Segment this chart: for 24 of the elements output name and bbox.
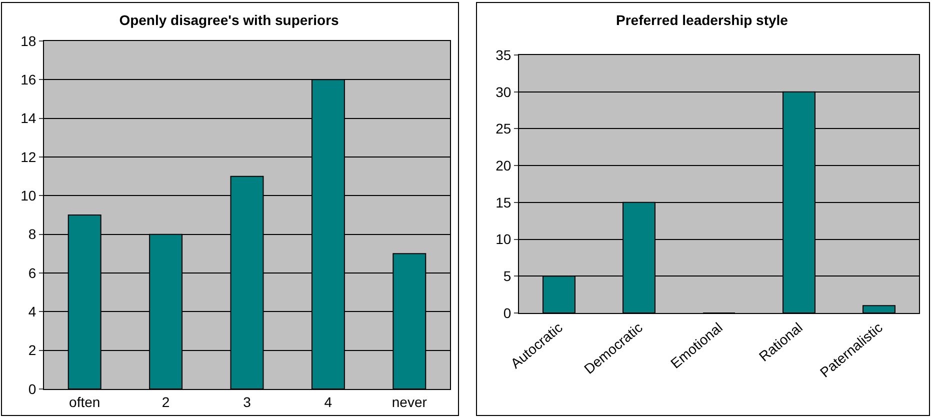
- y-tick-label: 18: [20, 32, 36, 49]
- y-tick-label: 10: [20, 188, 36, 204]
- y-tick-label: 30: [496, 84, 512, 100]
- y-tick-label: 35: [496, 46, 512, 63]
- x-tick-label: 3: [243, 394, 252, 410]
- y-tick-label: 0: [503, 304, 512, 321]
- x-tick-label: 2: [162, 394, 170, 410]
- chart-title: Openly disagree's with superiors: [119, 12, 340, 28]
- y-tick-label: 16: [20, 72, 36, 88]
- y-tick-label: 8: [28, 226, 36, 242]
- x-tick-label: often: [69, 394, 100, 410]
- y-tick-label: 15: [496, 194, 512, 210]
- y-tick-label: 6: [28, 264, 36, 281]
- y-tick-label: 20: [496, 157, 512, 174]
- y-tick-label: 5: [503, 268, 512, 284]
- y-tick-label: 14: [20, 110, 36, 126]
- x-tick-label: never: [392, 394, 428, 410]
- y-tick-label: 25: [496, 120, 512, 137]
- y-tick-label: 4: [28, 304, 36, 320]
- y-tick-label: 10: [496, 231, 512, 248]
- chart-title: Preferred leadership style: [616, 12, 788, 28]
- y-tick-label: 12: [20, 148, 36, 165]
- y-tick-label: 0: [28, 380, 36, 397]
- x-tick-label: 4: [324, 394, 332, 410]
